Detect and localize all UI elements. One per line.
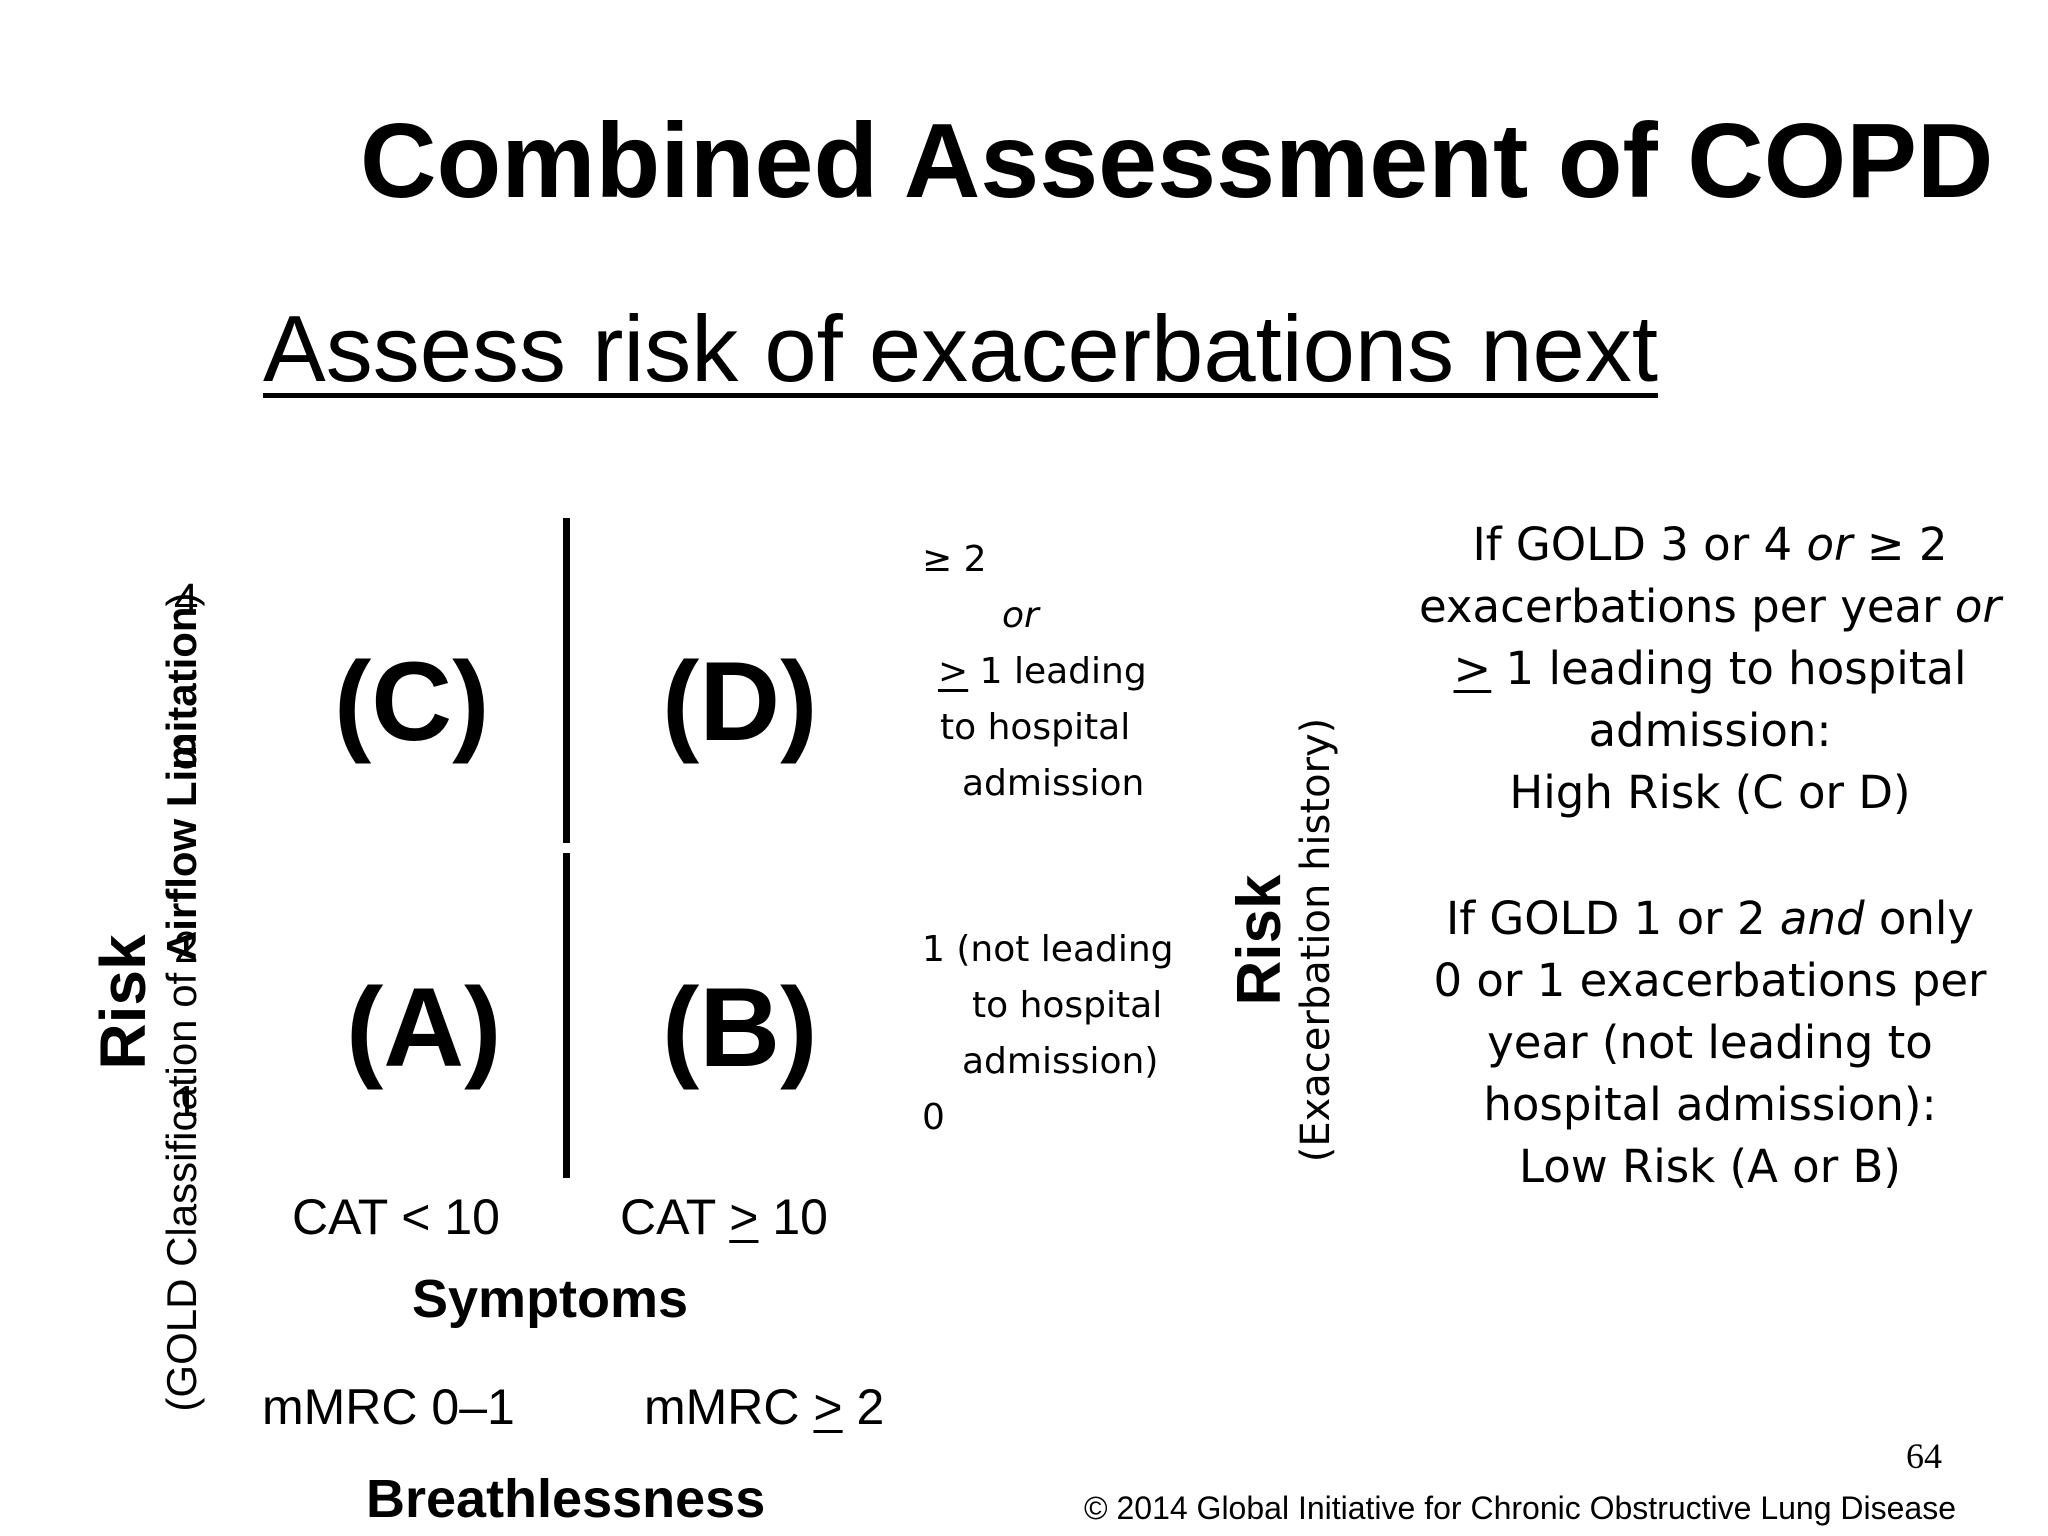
- gold-tick-2: 2: [174, 923, 199, 972]
- left-axis-label: Risk (GOLD Classification of Airflow Lim…: [87, 542, 220, 1462]
- grid-divider-lower: [563, 853, 570, 1178]
- low-risk-criteria: If GOLD 1 or 2 and only 0 or 1 exacerbat…: [1390, 888, 2030, 1198]
- mmrc-high-label: mMRC > 2: [644, 1379, 885, 1435]
- high-criteria-line4: admission:: [1588, 704, 1832, 757]
- low-criteria-line5: Low Risk (A or B): [1519, 1140, 1901, 1193]
- left-axis-gold-label: (GOLD Classification of Airflow Limitati…: [158, 592, 206, 1412]
- cell-d: (D): [662, 639, 818, 764]
- high-criteria-line1: If GOLD 3 or 4 or ≥ 2: [1472, 518, 1948, 571]
- cell-b: (B): [662, 965, 818, 1090]
- exa-top-value: ≥ 2: [922, 539, 987, 580]
- exa-mid-line2: to hospital: [972, 985, 1163, 1026]
- symptoms-label: Symptoms: [412, 1269, 689, 1329]
- gold-tick-1: 1: [174, 1077, 199, 1126]
- low-criteria-line2: 0 or 1 exacerbations per: [1433, 954, 1987, 1007]
- low-criteria-line3: year (not leading to: [1487, 1016, 1933, 1069]
- cat-high-label: CAT > 10: [620, 1189, 828, 1245]
- high-criteria-line5: High Risk (C or D): [1509, 766, 1911, 819]
- exa-top-line4: admission: [962, 763, 1145, 804]
- gold-tick-3: 3: [174, 729, 199, 778]
- exa-bottom-value: 0: [922, 1097, 945, 1138]
- exa-top-or: or: [1002, 595, 1039, 636]
- high-criteria-line2: exacerbations per year or: [1419, 580, 2001, 633]
- right-axis-risk: Risk: [1225, 874, 1294, 1006]
- grid-divider-upper: [563, 518, 570, 843]
- page-number: 64: [1906, 1436, 1942, 1476]
- breathlessness-label: Breathlessness: [366, 1469, 766, 1529]
- high-criteria-line3: > 1 leading to hospital: [1453, 642, 1967, 695]
- page-title: Combined Assessment of COPD: [360, 102, 1994, 220]
- right-axis-label: Risk (Exacerbation history): [1225, 660, 1357, 1220]
- low-criteria-line1: If GOLD 1 or 2 and only: [1445, 892, 1975, 945]
- mmrc-low-label: mMRC 0–1: [262, 1379, 515, 1435]
- low-criteria-line4: hospital admission):: [1483, 1078, 1937, 1131]
- cat-low-label: CAT < 10: [292, 1189, 500, 1245]
- right-axis-history: (Exacerbation history): [1293, 717, 1340, 1163]
- exa-top-line3: to hospital: [940, 707, 1131, 748]
- cell-c: (C): [334, 639, 490, 764]
- high-risk-criteria: If GOLD 3 or 4 or ≥ 2 exacerbations per …: [1390, 514, 2030, 824]
- page-subtitle: Assess risk of exacerbations next: [263, 296, 1658, 401]
- cell-a: (A): [346, 965, 502, 1090]
- gold-tick-4: 4: [174, 575, 199, 624]
- exa-mid-line3: admission): [962, 1041, 1159, 1082]
- exa-top-line2: > 1 leading: [938, 651, 1147, 692]
- left-axis-risk: Risk: [87, 934, 159, 1070]
- copyright-notice: © 2014 Global Initiative for Chronic Obs…: [1084, 1490, 1957, 1526]
- exa-mid-line1: 1 (not leading: [922, 929, 1174, 970]
